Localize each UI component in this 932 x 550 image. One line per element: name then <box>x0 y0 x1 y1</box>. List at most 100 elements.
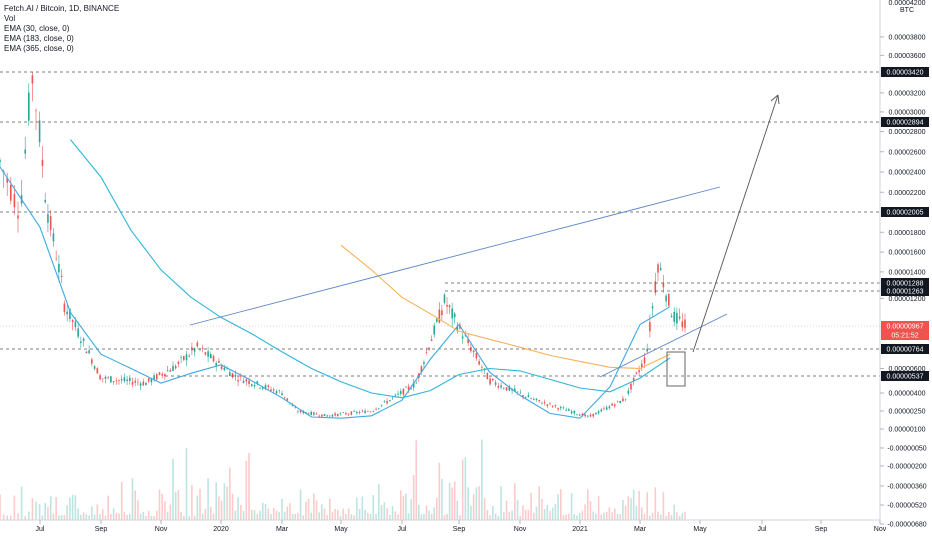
lower-trendline <box>599 313 728 378</box>
price-axis-tick-label: 0.00003000 <box>889 109 926 116</box>
candle-body <box>657 264 659 273</box>
drawings <box>189 94 780 387</box>
price-axis-top-label: 0.00004200 <box>889 0 926 7</box>
price-axis-tick-label: 0.00001600 <box>889 250 926 257</box>
volume-bar <box>307 498 310 520</box>
volume-bar <box>31 498 34 520</box>
volume-bar <box>383 502 386 520</box>
volume-bar <box>196 495 199 520</box>
candle-body <box>321 414 323 417</box>
candle-body <box>428 347 430 350</box>
candle-body <box>619 400 621 404</box>
volume-bar <box>193 515 196 520</box>
candle-body <box>237 380 239 382</box>
volume-bar <box>256 514 259 520</box>
volume-bar <box>635 506 638 520</box>
candle-body <box>665 295 667 302</box>
volume-bar <box>118 513 120 520</box>
volume-bar <box>632 489 635 520</box>
price-axis-ticks[interactable]: 0.00003800 0.00003600 0.00003200 0.00003000… <box>880 34 927 529</box>
volume-bar <box>166 511 169 520</box>
volume-bar <box>356 497 358 520</box>
candle-body <box>272 389 275 391</box>
volume-bar <box>174 491 177 520</box>
candle-body <box>641 363 643 368</box>
candle-body <box>538 399 540 402</box>
candle-body <box>557 407 559 410</box>
candle-body <box>576 414 578 415</box>
price-axis-tick-label: 0.00002200 <box>889 190 926 197</box>
volume-bar <box>508 511 511 520</box>
volume-bar <box>63 514 66 520</box>
candle-body <box>297 411 299 413</box>
candle-body <box>77 328 79 337</box>
candle-body <box>52 233 55 242</box>
candle-body <box>24 149 26 154</box>
volume-bar <box>347 508 350 520</box>
candle-body <box>394 394 397 396</box>
volume-bars <box>0 439 686 520</box>
price-axis-tick-label: -0.00000680 <box>887 522 926 529</box>
candle-body <box>472 350 475 353</box>
candle-body <box>554 404 557 407</box>
candle-body <box>153 375 155 380</box>
volume-bar <box>220 500 223 520</box>
volume-bar <box>433 507 436 520</box>
candle-body <box>156 374 158 380</box>
ema-line-183 <box>70 139 671 399</box>
legend-ema-30[interactable]: EMA (30, close, 0) <box>4 24 70 33</box>
volume-bar <box>77 508 79 520</box>
candle-body <box>166 370 169 372</box>
candle-body <box>397 393 399 395</box>
candle-body <box>172 365 174 372</box>
volume-bar <box>492 505 494 520</box>
volume-bar <box>253 510 256 520</box>
candle-body <box>215 363 217 366</box>
candle-body <box>453 313 456 318</box>
price-level-tag-label: 0.00001288 <box>887 281 924 288</box>
candle-body <box>299 410 302 412</box>
volume-bar <box>519 515 522 520</box>
volume-bar <box>448 482 451 520</box>
time-axis-ticks[interactable]: Jul Sep Nov 2020 Mar May Jul Sep Nov 2021 Mar May Ju… <box>36 520 887 533</box>
candle-body <box>573 410 576 414</box>
legend-ema-183[interactable]: EMA (183, close, 0) <box>4 34 74 43</box>
volume-bar <box>423 513 425 520</box>
candle-body <box>38 120 41 143</box>
volume-bar <box>237 497 239 520</box>
candle-body <box>44 199 46 203</box>
legend-vol[interactable]: Vol <box>4 14 16 23</box>
volume-bar <box>597 496 600 520</box>
candle-body <box>234 374 237 377</box>
candle-body <box>88 350 90 354</box>
volume-bar <box>533 512 535 520</box>
time-axis-tick-label: Jul <box>398 526 407 533</box>
volume-bar <box>177 490 180 520</box>
candle-body <box>535 398 538 400</box>
price-level-tag <box>881 278 929 288</box>
time-axis-tick-label: Mar <box>634 526 647 533</box>
volume-bar <box>549 511 551 520</box>
candle-body <box>104 376 107 379</box>
candle-body <box>307 413 310 415</box>
volume-bar <box>283 511 286 520</box>
volume-bar <box>134 490 136 520</box>
candle-body <box>204 352 207 355</box>
legend-ema-365[interactable]: EMA (365, close, 0) <box>4 44 74 53</box>
symbol-title[interactable]: Fetch.AI / Bitcoin, 1D, BINANCE <box>4 4 120 13</box>
price-level-tag-label: 0.00000537 <box>887 374 924 381</box>
time-axis-tick-label: Sep <box>453 526 466 533</box>
volume-bar <box>405 493 407 520</box>
candle-body <box>678 316 681 319</box>
candle-body <box>514 388 516 392</box>
volume-bar <box>210 506 212 520</box>
volume-bar <box>568 513 570 520</box>
candle-body <box>425 352 428 353</box>
volume-bar <box>505 500 508 520</box>
volume-bar <box>231 493 234 520</box>
volume-bar <box>459 515 461 520</box>
price-axis-tick-label: -0.00000050 <box>887 446 926 453</box>
price-axis-tick-label: -0.00000200 <box>887 464 926 471</box>
price-candles <box>0 71 686 419</box>
